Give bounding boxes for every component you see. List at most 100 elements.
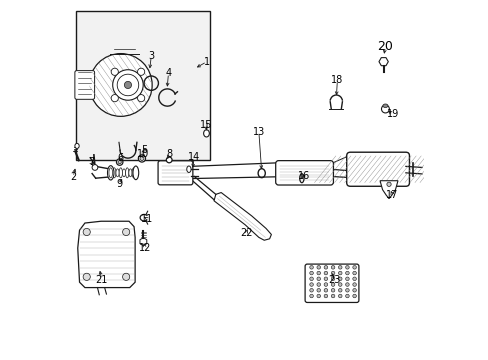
Ellipse shape [382, 104, 387, 108]
Circle shape [137, 68, 144, 75]
Circle shape [330, 288, 334, 292]
Text: 23: 23 [327, 275, 340, 285]
Text: 5: 5 [141, 145, 147, 155]
FancyBboxPatch shape [75, 71, 94, 99]
Circle shape [345, 283, 348, 286]
Polygon shape [140, 238, 146, 246]
Circle shape [330, 294, 334, 298]
Polygon shape [214, 193, 271, 240]
Circle shape [345, 277, 348, 280]
Circle shape [309, 266, 313, 269]
FancyBboxPatch shape [305, 264, 358, 302]
FancyBboxPatch shape [158, 161, 192, 185]
Ellipse shape [107, 166, 114, 180]
Circle shape [324, 277, 327, 280]
Text: 21: 21 [95, 275, 108, 285]
Circle shape [324, 288, 327, 292]
Circle shape [309, 271, 313, 275]
Text: 12: 12 [138, 243, 151, 253]
Circle shape [338, 277, 341, 280]
Circle shape [345, 266, 348, 269]
Text: 9: 9 [116, 179, 122, 189]
Text: 17: 17 [386, 190, 398, 200]
Ellipse shape [140, 157, 143, 161]
Ellipse shape [116, 159, 122, 165]
Circle shape [345, 294, 348, 298]
Ellipse shape [203, 130, 209, 137]
Circle shape [309, 277, 313, 280]
Circle shape [83, 228, 90, 235]
Circle shape [324, 271, 327, 275]
Circle shape [316, 266, 320, 269]
Text: 2: 2 [70, 172, 76, 182]
Circle shape [352, 266, 356, 269]
Text: 18: 18 [330, 75, 343, 85]
Circle shape [345, 288, 348, 292]
Text: 11: 11 [141, 214, 153, 224]
Bar [76, 12, 210, 160]
Ellipse shape [75, 143, 79, 148]
Circle shape [309, 283, 313, 286]
Text: 13: 13 [252, 127, 264, 136]
Text: 6: 6 [118, 153, 123, 163]
Ellipse shape [89, 54, 152, 116]
Circle shape [338, 266, 341, 269]
Polygon shape [379, 181, 397, 199]
Text: 14: 14 [188, 152, 200, 162]
Circle shape [352, 294, 356, 298]
Circle shape [352, 277, 356, 280]
Circle shape [324, 266, 327, 269]
Circle shape [309, 294, 313, 298]
Circle shape [352, 288, 356, 292]
Circle shape [92, 165, 98, 170]
Ellipse shape [186, 166, 191, 172]
Circle shape [345, 271, 348, 275]
Ellipse shape [125, 168, 128, 178]
Circle shape [352, 271, 356, 275]
Circle shape [122, 228, 129, 235]
Circle shape [338, 288, 341, 292]
Circle shape [338, 294, 341, 298]
Ellipse shape [112, 168, 116, 178]
Text: 1: 1 [203, 57, 209, 67]
Text: 20: 20 [377, 40, 392, 53]
Text: 16: 16 [297, 171, 309, 181]
Polygon shape [78, 221, 135, 288]
Circle shape [111, 95, 118, 102]
Circle shape [352, 283, 356, 286]
Circle shape [316, 283, 320, 286]
Circle shape [316, 277, 320, 280]
Circle shape [324, 283, 327, 286]
Ellipse shape [109, 168, 112, 178]
Circle shape [122, 273, 129, 280]
Circle shape [316, 294, 320, 298]
Ellipse shape [166, 157, 172, 163]
Ellipse shape [118, 161, 121, 164]
Text: 15: 15 [200, 121, 212, 130]
Text: 4: 4 [165, 68, 171, 78]
Ellipse shape [119, 168, 122, 178]
Text: 19: 19 [386, 109, 399, 120]
Text: 7: 7 [88, 157, 94, 167]
Circle shape [386, 182, 390, 186]
Circle shape [309, 288, 313, 292]
Text: 10: 10 [137, 149, 149, 159]
Ellipse shape [128, 169, 132, 177]
Ellipse shape [124, 81, 131, 89]
Circle shape [316, 271, 320, 275]
FancyBboxPatch shape [275, 161, 333, 185]
Ellipse shape [116, 169, 119, 177]
Ellipse shape [122, 169, 125, 177]
Text: 22: 22 [240, 228, 252, 238]
Circle shape [83, 273, 90, 280]
Circle shape [324, 294, 327, 298]
Polygon shape [378, 58, 387, 66]
Ellipse shape [138, 155, 145, 162]
Circle shape [338, 271, 341, 275]
Circle shape [111, 68, 118, 75]
Circle shape [338, 283, 341, 286]
Ellipse shape [133, 166, 139, 180]
FancyBboxPatch shape [346, 152, 408, 186]
Circle shape [330, 266, 334, 269]
Circle shape [137, 95, 144, 102]
